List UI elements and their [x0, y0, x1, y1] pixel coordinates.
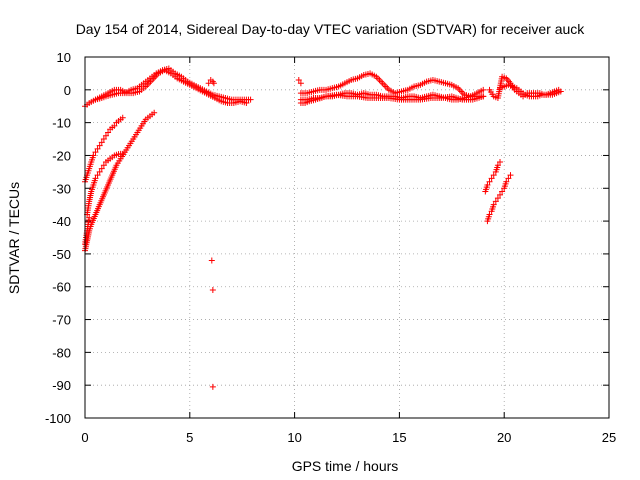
data-point — [111, 122, 118, 129]
data-point — [505, 175, 512, 182]
y-tick-label: -80 — [52, 345, 71, 360]
series-isolated-10h — [295, 76, 304, 87]
data-point — [205, 80, 212, 87]
series-arc-rise-b — [84, 150, 126, 218]
data-point — [497, 191, 504, 198]
data-point — [209, 383, 216, 390]
data-point — [243, 99, 250, 106]
data-point — [92, 149, 99, 156]
data-point — [96, 168, 103, 175]
data-point — [480, 86, 487, 93]
series-arc-main-early-b — [92, 67, 250, 106]
x-tick-label: 25 — [602, 430, 616, 445]
data-point — [100, 136, 107, 143]
chart-title: Day 154 of 2014, Sidereal Day-to-day VTE… — [76, 21, 586, 37]
x-tick-label: 20 — [497, 430, 511, 445]
data-point — [486, 211, 493, 218]
y-tick-label: -70 — [52, 313, 71, 328]
series-arc-rise-a — [82, 114, 126, 185]
data-point — [209, 287, 216, 294]
y-tick-label: -10 — [52, 116, 71, 131]
x-axis-label: GPS time / hours — [292, 458, 399, 474]
y-tick-label: -90 — [52, 378, 71, 393]
x-tick-label: 0 — [81, 430, 88, 445]
x-tick-label: 15 — [392, 430, 406, 445]
series-arc-late-end-b — [497, 81, 562, 100]
y-tick-label: -60 — [52, 280, 71, 295]
data-point — [494, 195, 501, 202]
data-point — [490, 172, 497, 179]
series-arc-main-late-b — [297, 70, 487, 100]
data-point — [297, 80, 304, 87]
series-isolated-6h — [205, 76, 217, 390]
data-point — [503, 178, 510, 185]
data-point — [492, 198, 499, 205]
axis-ticks: 0 5 10 15 20 25 10 0 -10 -20 -30 -40 -50 -60 -70 -80 -90… — [45, 50, 616, 445]
data-point — [499, 188, 506, 195]
data-point — [494, 162, 501, 169]
series-arc-late-drop-a — [482, 159, 504, 195]
y-tick-label: 10 — [57, 50, 71, 65]
data-point — [105, 129, 112, 136]
data-point — [90, 152, 97, 159]
data-point — [94, 145, 101, 152]
data-point — [555, 86, 562, 93]
series-arc-main-late-c — [297, 91, 487, 106]
data-point — [507, 172, 514, 179]
data-point — [98, 165, 105, 172]
data-point — [98, 139, 105, 146]
data-point — [486, 178, 493, 185]
x-tick-label: 5 — [186, 430, 193, 445]
y-tick-label: -40 — [52, 214, 71, 229]
y-tick-label: -30 — [52, 181, 71, 196]
data-point — [94, 172, 101, 179]
data-point — [247, 96, 254, 103]
data-point — [96, 142, 103, 149]
grid-lines — [85, 57, 609, 418]
data-point — [100, 162, 107, 169]
data-point — [490, 201, 497, 208]
plot-frame — [84, 56, 610, 419]
y-tick-label: -100 — [45, 411, 71, 426]
y-tick-label: 0 — [64, 83, 71, 98]
data-markers — [82, 65, 564, 390]
data-point — [208, 257, 215, 264]
data-point — [488, 175, 495, 182]
data-point — [497, 159, 504, 166]
series-arc-rise-c — [82, 109, 158, 254]
data-point — [119, 114, 126, 121]
y-axis-label: SDTVAR / TECUs — [6, 182, 22, 294]
y-tick-label: -50 — [52, 247, 71, 262]
data-point — [480, 93, 487, 100]
data-point — [210, 80, 217, 87]
data-point — [484, 181, 491, 188]
data-point — [151, 109, 158, 116]
y-tick-label: -20 — [52, 148, 71, 163]
series-arc-late-drop-b — [484, 172, 514, 225]
data-point — [102, 132, 109, 139]
data-point — [295, 76, 302, 83]
data-point — [92, 175, 99, 182]
data-point — [86, 214, 93, 221]
x-tick-label: 10 — [287, 430, 301, 445]
